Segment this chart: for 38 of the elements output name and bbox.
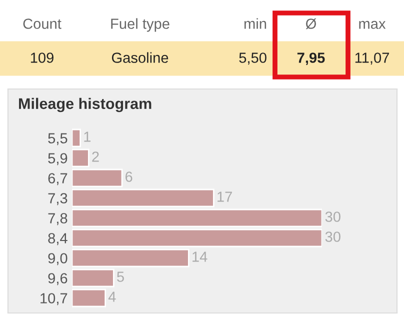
bar — [72, 188, 214, 208]
text: 7,95 — [297, 52, 325, 66]
data-label: 6 — [126, 172, 132, 182]
category-label: Fuel type — [111, 18, 170, 32]
bar — [72, 168, 123, 188]
text: 109 — [30, 52, 54, 63]
y-tick-label: 6,7 — [48, 173, 68, 186]
data-label: 1 — [84, 132, 91, 142]
y-tick-label: 5,9 — [48, 153, 68, 166]
bar — [72, 208, 322, 228]
bar — [72, 268, 114, 288]
category-label: Count — [23, 18, 62, 29]
y-tick-label: 9,6 — [48, 273, 68, 286]
data-label: 14 — [192, 252, 208, 262]
data-label: 2 — [92, 152, 99, 162]
bar — [72, 288, 106, 308]
y-tick-label: 8,4 — [48, 233, 68, 246]
data-label: 30 — [325, 232, 340, 242]
bar — [72, 228, 322, 248]
bar — [72, 248, 190, 268]
text: 11,07 — [355, 52, 389, 65]
text: Gasoline — [112, 52, 168, 63]
y-tick-label: 10,7 — [40, 293, 68, 306]
y-tick-label: 5,5 — [48, 133, 68, 146]
bar — [72, 148, 90, 168]
chart-title: Mileage histogram — [19, 98, 152, 112]
bar — [72, 128, 82, 148]
category-label: max — [359, 20, 386, 29]
y-tick-label: 7,3 — [48, 193, 68, 206]
category-label: min — [244, 18, 266, 29]
data-label: 5 — [117, 272, 124, 282]
category-label: Ø — [306, 18, 316, 30]
y-tick-label: 7,8 — [48, 213, 68, 226]
y-tick-label: 9,0 — [48, 253, 68, 266]
text: 5,50 — [239, 52, 266, 65]
data-label: 17 — [218, 192, 232, 202]
data-label: 4 — [108, 292, 116, 302]
data-label: 30 — [325, 212, 340, 222]
